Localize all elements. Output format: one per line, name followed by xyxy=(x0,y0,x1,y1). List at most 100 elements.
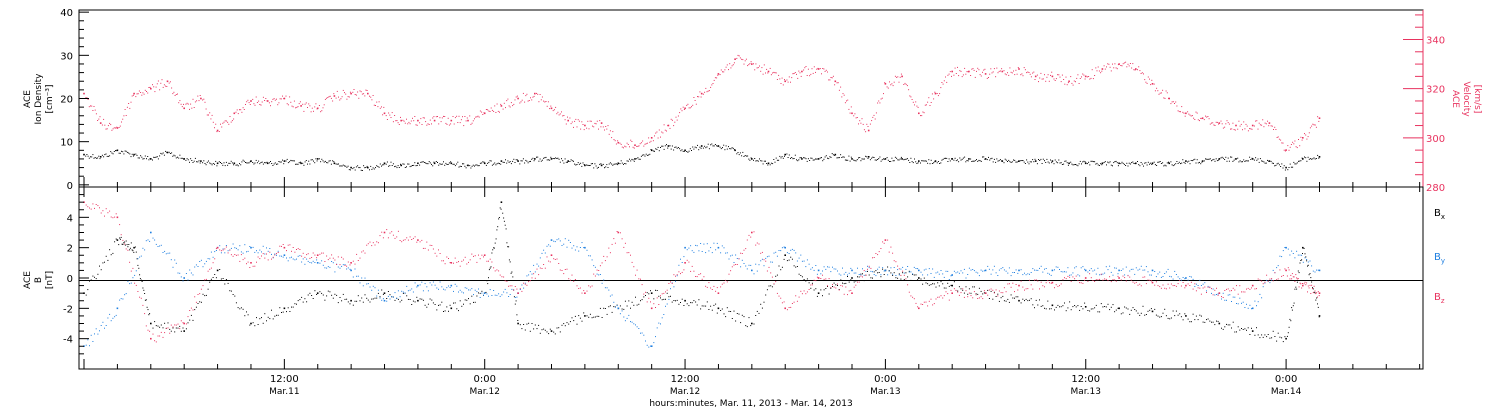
velocity-sample xyxy=(984,68,986,70)
velocity-sample xyxy=(688,107,690,109)
bz-sample xyxy=(409,236,411,238)
velocity-sample xyxy=(1253,125,1255,127)
velocity-sample xyxy=(163,84,165,86)
velocity-sample xyxy=(1048,80,1050,82)
bx-sample xyxy=(448,310,449,312)
bx-sample xyxy=(429,298,431,300)
density-sample xyxy=(805,158,807,160)
bx-sample xyxy=(1045,308,1047,310)
bx-sample xyxy=(1305,256,1307,258)
velocity-sample xyxy=(587,120,589,122)
velocity-sample xyxy=(191,107,193,109)
density-sample xyxy=(1243,159,1245,161)
velocity-sample xyxy=(125,115,127,116)
bz-sample xyxy=(693,270,695,272)
bx-sample xyxy=(371,298,373,300)
velocity-sample xyxy=(341,96,343,98)
by-sample xyxy=(1216,294,1217,295)
bz-sample xyxy=(1134,282,1136,284)
bz-sample xyxy=(708,282,710,284)
velocity-sample xyxy=(978,69,980,71)
bx-sample xyxy=(746,326,748,328)
bx-sample xyxy=(1309,273,1311,275)
velocity-sample xyxy=(330,97,332,99)
velocity-sample xyxy=(1234,129,1236,131)
by-sample xyxy=(598,274,600,276)
by-sample xyxy=(202,266,204,268)
bz-point xyxy=(150,337,152,340)
bx-sample xyxy=(143,289,145,291)
bx-sample xyxy=(599,307,601,309)
velocity-sample xyxy=(878,100,880,102)
density-sample xyxy=(617,164,619,166)
velocity-point xyxy=(650,137,653,139)
by-sample xyxy=(132,277,134,279)
velocity-sample xyxy=(528,100,530,101)
bx-sample xyxy=(811,282,813,284)
velocity-sample xyxy=(502,108,504,110)
density-sample xyxy=(282,159,283,161)
bx-sample xyxy=(1049,308,1050,310)
bx-sample xyxy=(114,241,116,243)
velocity-sample xyxy=(553,109,555,111)
bz-sample xyxy=(341,256,343,258)
velocity-sample xyxy=(1057,74,1059,76)
density-sample xyxy=(290,159,292,161)
density-sample xyxy=(115,150,116,152)
by-sample xyxy=(997,275,999,276)
bx-sample xyxy=(968,288,970,290)
bx-sample xyxy=(210,278,212,280)
velocity-sample xyxy=(1029,73,1031,75)
bz-sample xyxy=(900,274,902,276)
density-sample xyxy=(812,159,814,161)
velocity-sample xyxy=(135,96,137,98)
bx-sample xyxy=(990,290,992,292)
bz-sample xyxy=(616,231,618,232)
velocity-sample xyxy=(1103,65,1105,67)
velocity-sample xyxy=(361,93,363,95)
velocity-sample xyxy=(600,126,602,128)
bx-sample xyxy=(791,258,793,260)
by-sample xyxy=(922,274,924,276)
bz-sample xyxy=(761,251,763,253)
density-sample xyxy=(345,165,347,167)
by-sample xyxy=(867,265,868,267)
density-sample xyxy=(577,162,579,164)
velocity-sample xyxy=(945,76,946,78)
bz-sample xyxy=(421,239,423,241)
by-sample xyxy=(1241,302,1242,304)
density-sample xyxy=(674,146,676,148)
density-sample xyxy=(576,164,578,165)
density-sample xyxy=(285,160,287,162)
bz-sample xyxy=(753,231,755,233)
density-sample xyxy=(1300,160,1302,162)
density-sample xyxy=(606,164,608,166)
density-sample xyxy=(413,164,415,166)
density-sample xyxy=(602,163,604,165)
bx-sample xyxy=(1079,309,1081,311)
by-sample xyxy=(902,266,904,268)
bx-sample xyxy=(855,280,857,282)
bz-sample xyxy=(471,253,473,255)
velocity-sample xyxy=(192,98,194,100)
bx-sample xyxy=(266,320,267,322)
density-sample xyxy=(840,154,842,156)
bz-sample xyxy=(1090,277,1092,279)
by-sample xyxy=(643,334,645,336)
velocity-sample xyxy=(602,126,604,128)
velocity-sample xyxy=(1134,69,1136,71)
bx-sample xyxy=(292,306,294,308)
density-sample xyxy=(1004,158,1006,160)
velocity-sample xyxy=(544,101,546,103)
bz-sample xyxy=(820,278,822,279)
velocity-sample xyxy=(526,93,528,95)
by-sample xyxy=(1034,269,1035,271)
density-point xyxy=(700,145,703,147)
velocity-sample xyxy=(1084,78,1086,80)
bz-sample xyxy=(933,303,935,305)
bx-sample xyxy=(835,284,837,286)
bz-sample xyxy=(1140,285,1142,287)
by-sample xyxy=(1247,307,1249,309)
velocity-sample xyxy=(946,81,948,83)
bx-sample xyxy=(987,289,989,291)
